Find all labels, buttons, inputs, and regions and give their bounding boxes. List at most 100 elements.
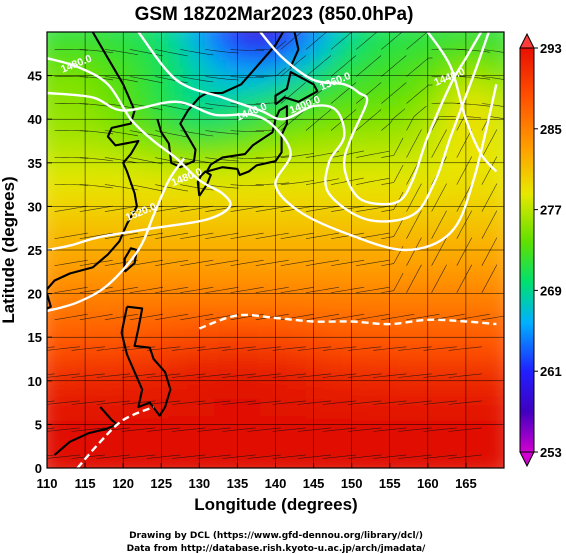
field-cell [168,293,185,312]
streamline [356,259,390,266]
field-cell [504,346,520,364]
field-cell [107,189,124,207]
streamline [356,109,382,131]
field-cell [168,433,185,452]
streamline [47,346,55,348]
field-cell [290,189,307,207]
field-cell [107,154,124,173]
field-cell [504,119,520,137]
streamline [431,129,447,158]
field-cell [290,345,307,364]
streamline [129,76,163,84]
field-cell [488,380,504,399]
field-cell [351,363,368,382]
colorbar-tick-label: 261 [540,364,562,379]
field-cell [321,380,337,399]
field-cell [488,189,504,207]
field-cell [397,276,414,295]
field-cell [397,32,414,50]
field-cell [199,363,216,382]
field-cell [366,345,383,364]
streamline [197,427,231,432]
field-cell [443,49,459,68]
streamline [423,454,457,459]
field-cell [47,206,63,225]
field-cell [290,328,307,347]
field-cell [321,415,337,434]
field-cell [473,223,490,242]
field-cell [397,433,414,452]
streamline [448,400,482,405]
field-cell [168,206,185,225]
field-cell [47,433,63,452]
field-cell [138,66,155,85]
field-cell [321,241,337,260]
field-cell [412,136,429,155]
field-cell [290,276,307,295]
streamline [406,264,422,293]
field-cell [397,363,414,382]
field-cell [336,363,353,382]
credit-line-1: Drawing by DCL (https://www.gfd-dennou.o… [129,531,423,541]
field-cell [107,398,124,417]
streamline [146,400,181,405]
field-cell [168,101,185,120]
field-cell [458,398,475,417]
field-cell [260,363,277,382]
field-cell [397,66,414,85]
field-cell [306,380,322,399]
streamline [205,103,239,108]
field-cell [260,415,277,434]
streamline [205,76,239,81]
streamline [406,57,433,77]
field-cell [397,84,414,103]
field-cell [260,380,277,399]
field-cell [92,171,109,190]
field-cell [412,223,429,242]
field-cell [306,398,322,417]
field-cell [138,241,155,260]
field-cell [321,49,337,68]
field-cell [412,450,429,468]
field-cell [336,66,353,85]
field-cell [488,415,504,434]
field-cell [214,66,231,85]
field-cell [77,363,94,382]
streamline [305,259,340,266]
streamline [280,82,306,104]
colorbar-tick-label: 277 [540,203,562,218]
field-cell [77,241,94,260]
field-cell [107,32,124,50]
field-cell [473,363,490,382]
field-cell [427,32,444,33]
field-cell [199,49,216,68]
field-cell [245,258,261,277]
field-cell [427,66,444,85]
field-cell [92,293,109,312]
streamline [255,313,289,321]
streamline [47,373,80,378]
field-cell [366,328,383,347]
field-cell [77,154,94,173]
field-cell [138,84,155,103]
streamline [255,67,287,77]
field-cell [184,380,200,399]
field-cell [458,450,475,468]
field-cell [138,258,155,277]
field-cell [412,49,429,68]
field-cell [473,311,490,329]
field-cell [138,154,155,173]
field-cell [336,311,353,329]
field-cell [47,258,63,277]
field-cell [62,119,78,138]
field-cell [107,311,124,329]
field-cell [199,450,216,468]
streamline [297,400,332,405]
streamline [255,155,290,158]
field-cell [107,345,124,364]
streamline [180,259,214,266]
streamline [280,153,315,158]
field-cell [412,66,429,85]
field-cell [62,84,78,103]
streamline [197,454,231,459]
